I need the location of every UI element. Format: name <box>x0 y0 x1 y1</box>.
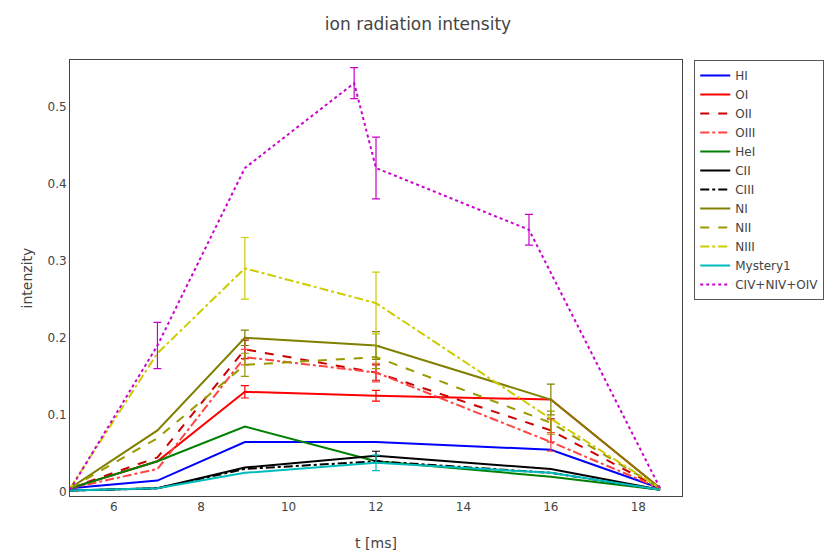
svg-text:NI: NI <box>735 202 748 216</box>
svg-text:HeI: HeI <box>735 145 755 159</box>
svg-text:8: 8 <box>197 500 205 514</box>
svg-text:Mystery1: Mystery1 <box>735 259 790 273</box>
svg-text:14: 14 <box>456 500 471 514</box>
svg-text:NIII: NIII <box>735 240 755 254</box>
svg-text:0: 0 <box>59 485 67 499</box>
svg-text:OI: OI <box>735 88 748 102</box>
svg-text:HI: HI <box>735 69 748 83</box>
svg-text:CIV+NIV+OIV: CIV+NIV+OIV <box>735 278 818 292</box>
svg-text:10: 10 <box>281 500 296 514</box>
svg-text:0.4: 0.4 <box>48 177 67 191</box>
svg-text:12: 12 <box>368 500 383 514</box>
svg-text:CII: CII <box>735 164 750 178</box>
svg-text:6: 6 <box>110 500 118 514</box>
svg-text:16: 16 <box>543 500 558 514</box>
svg-text:18: 18 <box>631 500 646 514</box>
svg-text:OIII: OIII <box>735 126 755 140</box>
svg-text:0.3: 0.3 <box>48 254 67 268</box>
svg-text:t [ms]: t [ms] <box>355 535 397 551</box>
svg-text:0.1: 0.1 <box>48 408 67 422</box>
svg-text:CIII: CIII <box>735 183 754 197</box>
svg-text:intenzity: intenzity <box>19 248 35 309</box>
svg-text:OII: OII <box>735 107 752 121</box>
svg-text:0.5: 0.5 <box>48 100 67 114</box>
svg-text:0.2: 0.2 <box>48 331 67 345</box>
svg-text:NII: NII <box>735 221 751 235</box>
svg-text:ion radiation intensity: ion radiation intensity <box>325 14 511 34</box>
